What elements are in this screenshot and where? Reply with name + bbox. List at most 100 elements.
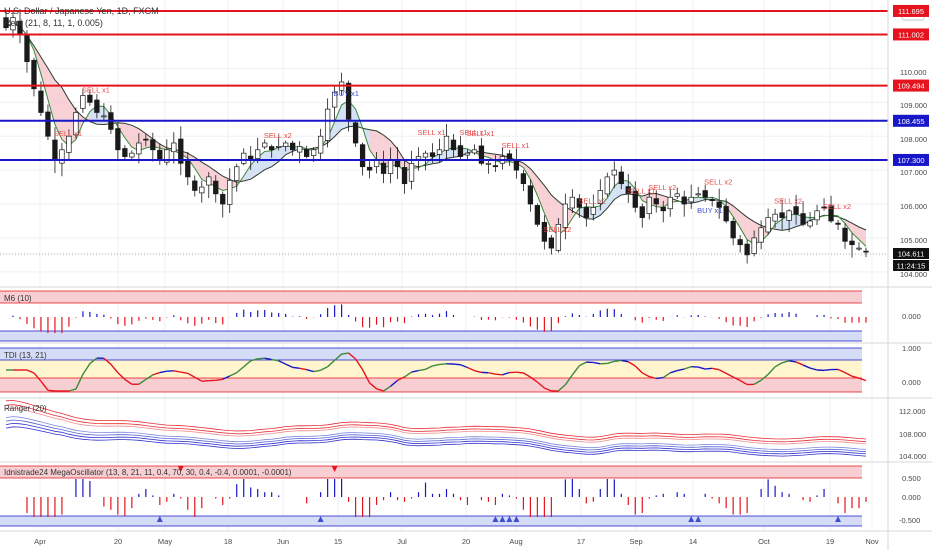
tdi-segment [774, 362, 783, 368]
candle-body [213, 180, 219, 195]
tdi-segment [844, 372, 853, 377]
candle-body [317, 135, 324, 154]
candle-body [555, 224, 562, 251]
candle-body [639, 206, 645, 218]
candle-body [611, 169, 617, 176]
tdi-segment [718, 369, 727, 374]
candle-body [436, 149, 443, 155]
time-tick: 15 [334, 537, 342, 546]
candle-body [569, 196, 575, 209]
tdi-segment [788, 360, 797, 363]
candle-body [87, 94, 93, 103]
cloud-segment [117, 122, 125, 138]
cloud-segment [523, 162, 531, 180]
m6-histogram [12, 304, 867, 333]
tdi-segment [369, 382, 378, 390]
tdi-pane[interactable]: TDI (13, 21) 1.000 0.000 [0, 344, 921, 393]
candle-body [485, 162, 492, 165]
tdi-segment [656, 376, 664, 380]
price-tick: 106.000 [900, 202, 927, 211]
candle-body [625, 186, 631, 195]
tdi-segment [285, 363, 293, 369]
tdi-segment [516, 371, 524, 374]
tdi-segment [564, 374, 573, 386]
tdi-segment [341, 352, 349, 355]
tdi-tick: 0.000 [902, 378, 921, 387]
candle-body [520, 173, 527, 185]
time-tick: 20 [462, 537, 470, 546]
time-tick: Jul [397, 537, 407, 546]
signal-label: SELL x1 [501, 141, 529, 150]
candle-body [646, 196, 652, 215]
candle-body [38, 90, 44, 113]
candle-body [765, 217, 771, 233]
tdi-segment [571, 365, 580, 376]
horizontal-levels[interactable] [0, 9, 888, 161]
cloud-segment [40, 57, 48, 100]
candle-body [751, 237, 757, 254]
level-price-badges: 111.695 111.002 109.494 108.455 107.300 [893, 4, 929, 166]
tdi-segment [809, 367, 818, 371]
tdi-segment [837, 368, 846, 374]
candle-body [457, 145, 464, 157]
candle-body [394, 159, 401, 168]
m6-tick: 0.000 [902, 312, 921, 321]
level-badge-label: 108.455 [897, 117, 924, 126]
mega-bottom-marker [317, 516, 324, 522]
mega-bottom-marker [513, 516, 520, 522]
candle-body [359, 144, 366, 168]
tdi-segment [460, 364, 468, 369]
candle-body [101, 115, 107, 118]
signal-label: SELL x2 [704, 178, 732, 187]
tdi-segment [467, 366, 475, 372]
candle-body [73, 112, 79, 136]
candle-body [849, 240, 855, 246]
tdi-segment [802, 364, 811, 369]
candle-body [576, 198, 582, 208]
candle-body [856, 247, 862, 250]
candle-body [604, 176, 610, 195]
tdi-segment [495, 373, 503, 376]
signal-label: SELL x2 [264, 131, 292, 140]
time-axis[interactable]: Apr 20 May 18 Jun 15 Jul 20 Aug 17 Sep 1… [34, 537, 879, 546]
candle-body [492, 165, 499, 168]
ranger-tick: 108.000 [899, 430, 926, 439]
cloud-segment [194, 157, 202, 180]
cloud-segment [446, 148, 454, 159]
candle-body [241, 152, 247, 164]
mega-tick: 0.000 [902, 493, 921, 502]
price-axis[interactable]: 110.000 109.000 108.000 107.000 106.000 … [900, 68, 927, 279]
tdi-segment [529, 376, 538, 383]
megaoscillator-pane[interactable]: Idnistrade24 MegaOscillator (13, 8, 21, … [0, 465, 921, 527]
time-tick: 14 [689, 537, 697, 546]
mega-bottom-marker [499, 516, 506, 522]
candle-body [122, 148, 128, 157]
tdi-segment [557, 384, 566, 392]
candle-body [94, 99, 100, 113]
cloud-segment [607, 186, 615, 209]
signal-label: SELL x1 [459, 128, 487, 137]
m6-pane[interactable]: M6 (10) 0.000 [0, 290, 921, 342]
cloud-segment [747, 217, 755, 244]
ranger-pane[interactable]: Ranger (20) 112.000 108.000 104.000 [4, 400, 926, 462]
candle-body [269, 146, 275, 151]
ranger-band [5, 416, 867, 450]
price-tick: 108.000 [900, 135, 927, 144]
level-badge [893, 79, 929, 92]
tdi-segment [173, 370, 181, 373]
tdi-segment [257, 357, 265, 360]
time-tick: May [158, 537, 172, 546]
candle-body [660, 206, 666, 212]
candle-body [674, 193, 680, 197]
tdi-segment [544, 387, 552, 392]
tdi-segment [432, 363, 440, 367]
tdi-title: TDI (13, 21) [4, 351, 47, 360]
ranger-lines [5, 400, 867, 457]
candle-body [373, 159, 380, 168]
candle-body [688, 196, 694, 203]
candle-body [297, 146, 303, 153]
time-tick: Apr [34, 537, 46, 546]
candle-body [667, 196, 673, 210]
